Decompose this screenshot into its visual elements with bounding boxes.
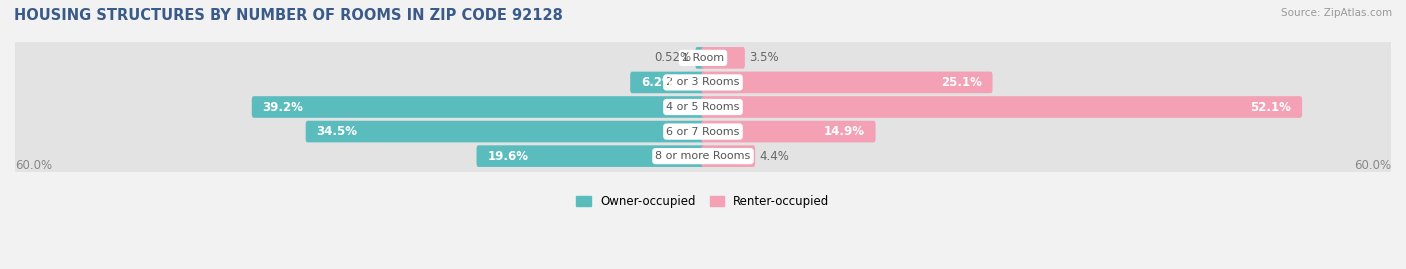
Text: 14.9%: 14.9%: [824, 125, 865, 138]
Text: 4.4%: 4.4%: [759, 150, 789, 163]
FancyBboxPatch shape: [702, 145, 755, 167]
Text: 8 or more Rooms: 8 or more Rooms: [655, 151, 751, 161]
Text: 60.0%: 60.0%: [15, 159, 52, 172]
Text: 2 or 3 Rooms: 2 or 3 Rooms: [666, 77, 740, 87]
FancyBboxPatch shape: [11, 91, 1395, 123]
FancyBboxPatch shape: [696, 47, 704, 69]
Text: 39.2%: 39.2%: [263, 101, 304, 114]
FancyBboxPatch shape: [11, 42, 1395, 74]
FancyBboxPatch shape: [252, 96, 704, 118]
Text: 25.1%: 25.1%: [941, 76, 981, 89]
Text: 52.1%: 52.1%: [1250, 101, 1291, 114]
Text: 4 or 5 Rooms: 4 or 5 Rooms: [666, 102, 740, 112]
Text: 19.6%: 19.6%: [488, 150, 529, 163]
FancyBboxPatch shape: [702, 72, 993, 93]
Text: 34.5%: 34.5%: [316, 125, 357, 138]
FancyBboxPatch shape: [11, 140, 1395, 172]
FancyBboxPatch shape: [11, 66, 1395, 99]
Text: HOUSING STRUCTURES BY NUMBER OF ROOMS IN ZIP CODE 92128: HOUSING STRUCTURES BY NUMBER OF ROOMS IN…: [14, 8, 562, 23]
Text: 6 or 7 Rooms: 6 or 7 Rooms: [666, 127, 740, 137]
Text: Source: ZipAtlas.com: Source: ZipAtlas.com: [1281, 8, 1392, 18]
FancyBboxPatch shape: [702, 121, 876, 142]
Text: 1 Room: 1 Room: [682, 53, 724, 63]
FancyBboxPatch shape: [305, 121, 704, 142]
Text: 6.2%: 6.2%: [641, 76, 673, 89]
Text: 3.5%: 3.5%: [749, 51, 779, 64]
Text: 60.0%: 60.0%: [1354, 159, 1391, 172]
FancyBboxPatch shape: [11, 115, 1395, 148]
FancyBboxPatch shape: [630, 72, 704, 93]
Text: 0.52%: 0.52%: [654, 51, 692, 64]
FancyBboxPatch shape: [702, 96, 1302, 118]
Legend: Owner-occupied, Renter-occupied: Owner-occupied, Renter-occupied: [576, 195, 830, 208]
FancyBboxPatch shape: [702, 47, 745, 69]
FancyBboxPatch shape: [477, 145, 704, 167]
